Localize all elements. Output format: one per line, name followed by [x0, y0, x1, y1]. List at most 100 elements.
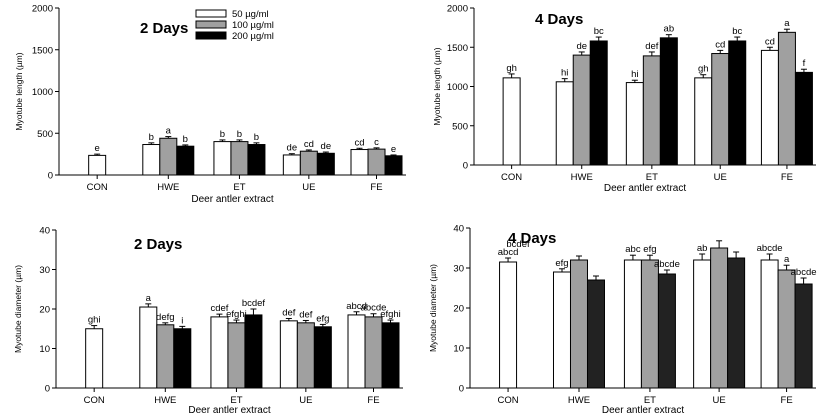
- bar: [85, 328, 104, 389]
- significance-label: bcdef: [506, 239, 530, 250]
- panel-title: 2 Days: [140, 20, 188, 37]
- x-tick-label: CON: [501, 172, 522, 183]
- x-tick-label: UE: [299, 395, 312, 406]
- x-tick-label: ET: [230, 395, 242, 406]
- significance-label: abcde: [361, 303, 387, 314]
- bar: [230, 141, 249, 176]
- significance-label: de: [287, 143, 298, 154]
- bar: [227, 322, 246, 389]
- bar: [173, 328, 192, 389]
- significance-label: f: [803, 58, 806, 69]
- significance-label: gh: [698, 64, 709, 75]
- significance-label: bc: [594, 26, 604, 37]
- x-tick-label: UE: [713, 395, 726, 406]
- significance-label: efg: [643, 244, 656, 255]
- significance-label: abc: [625, 244, 641, 255]
- y-axis-label: Myotube length (µm): [432, 47, 442, 125]
- y-tick-label: 2000: [447, 4, 468, 15]
- bar: [364, 316, 383, 389]
- significance-label: a: [784, 254, 790, 265]
- bar: [623, 259, 642, 389]
- bar: [572, 54, 591, 166]
- significance-label: i: [181, 315, 183, 326]
- bar: [625, 82, 644, 166]
- bar: [642, 55, 661, 166]
- x-tick-label: FE: [370, 182, 382, 193]
- y-axis-label: Myotube length (µm): [14, 52, 24, 130]
- x-tick-label: CON: [497, 395, 518, 406]
- bar: [159, 137, 178, 176]
- legend-swatch: [195, 31, 227, 40]
- bar: [794, 283, 813, 389]
- x-tick-label: ET: [644, 395, 656, 406]
- x-axis-label: Deer antler extract: [188, 405, 270, 416]
- chart-panel-1: 0 500 1000 1500 2000 Myotube length (µm) Deer …: [14, 4, 406, 205]
- y-tick-label: 10: [39, 344, 50, 355]
- significance-label: hi: [631, 69, 638, 80]
- bar: [282, 154, 301, 176]
- significance-label: abcde: [654, 259, 680, 270]
- y-tick-label: 1500: [447, 43, 468, 54]
- significance-label: abcde: [757, 243, 783, 254]
- y-tick-label: 0: [459, 384, 464, 395]
- significance-label: ab: [664, 24, 675, 35]
- chart-panel-4: 0 10 20 30 40 Myotube diameter (µm) Deer antle…: [428, 224, 817, 416]
- y-tick-label: 500: [37, 129, 53, 140]
- y-tick-label: 40: [453, 224, 464, 235]
- legend-label: 200 µg/ml: [232, 31, 274, 42]
- significance-label: e: [391, 144, 396, 155]
- bar: [710, 247, 729, 389]
- significance-label: abcde: [791, 267, 817, 278]
- y-tick-label: 20: [453, 304, 464, 315]
- significance-label: efg: [316, 313, 329, 324]
- x-tick-label: HWE: [154, 395, 176, 406]
- bar: [727, 257, 746, 389]
- x-tick-label: FE: [781, 395, 793, 406]
- panel-title: 4 Days: [508, 230, 556, 247]
- bar: [299, 150, 318, 176]
- x-tick-label: HWE: [571, 172, 593, 183]
- significance-label: a: [146, 293, 152, 304]
- significance-label: de: [321, 141, 332, 152]
- bar: [694, 77, 713, 166]
- significance-label: de: [576, 41, 587, 52]
- bar: [555, 81, 574, 166]
- significance-label: hi: [561, 68, 568, 79]
- significance-label: abcd: [346, 301, 367, 312]
- y-tick-label: 1000: [447, 82, 468, 93]
- bar: [176, 145, 195, 176]
- bar: [350, 149, 369, 176]
- significance-label: b: [220, 129, 225, 140]
- y-tick-label: 0: [48, 171, 53, 182]
- bar: [552, 271, 571, 389]
- bar: [279, 320, 298, 389]
- significance-label: cdef: [210, 303, 228, 314]
- y-tick-label: 0: [463, 161, 468, 172]
- bar: [139, 306, 158, 389]
- y-tick-label: 30: [453, 264, 464, 275]
- significance-label: cd: [765, 36, 775, 47]
- bar: [296, 322, 315, 389]
- significance-label: bcdef: [242, 298, 266, 309]
- bar: [367, 148, 386, 176]
- y-tick-label: 40: [39, 226, 50, 237]
- x-tick-label: ET: [233, 182, 245, 193]
- significance-label: defg: [156, 312, 175, 323]
- bar: [499, 261, 518, 389]
- y-tick-label: 1000: [32, 87, 53, 98]
- x-axis-label: Deer antler extract: [191, 194, 273, 205]
- x-axis-label: Deer antler extract: [604, 183, 686, 194]
- y-tick-label: 2000: [32, 4, 53, 15]
- y-tick-label: 1500: [32, 45, 53, 56]
- significance-label: efg: [555, 258, 568, 269]
- bar: [347, 314, 366, 389]
- legend-label: 100 µg/ml: [232, 20, 274, 31]
- significance-label: b: [149, 132, 154, 143]
- bar: [313, 326, 332, 389]
- bar: [711, 53, 730, 166]
- bar: [142, 144, 161, 176]
- bar: [586, 279, 605, 389]
- x-tick-label: HWE: [157, 182, 179, 193]
- significance-label: ab: [697, 243, 708, 254]
